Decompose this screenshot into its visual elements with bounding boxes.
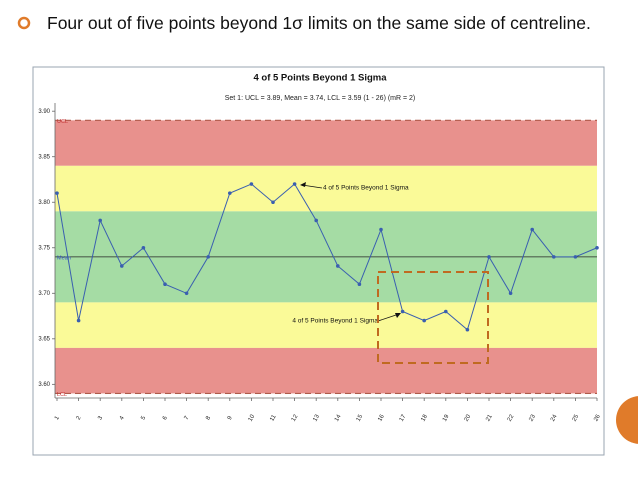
data-point — [314, 218, 319, 223]
bullet-text: Four out of five points beyond 1σ limits… — [47, 13, 591, 33]
data-point — [292, 182, 297, 186]
data-point — [55, 191, 59, 195]
data-point — [487, 255, 491, 259]
limit-label: LCL — [57, 392, 67, 398]
data-point — [98, 218, 102, 223]
data-point — [552, 255, 556, 259]
x-tick-label: 20 — [464, 413, 473, 422]
x-tick-label: 8 — [205, 415, 212, 421]
slide-decoration — [616, 396, 638, 444]
x-tick-label: 15 — [356, 413, 365, 422]
annotation: 4 of 5 Points Beyond 1 Sigma — [323, 185, 409, 192]
x-tick-label: 22 — [507, 413, 516, 422]
x-tick-label: 23 — [528, 413, 537, 422]
y-tick-label: 3.70 — [38, 291, 50, 297]
data-point — [163, 282, 167, 286]
x-tick-label: 5 — [140, 415, 147, 421]
x-tick-label: 4 — [119, 415, 126, 421]
limit-label: Mean — [57, 255, 71, 261]
data-point — [228, 191, 232, 195]
sigma-zone — [55, 120, 597, 166]
chart-title: 4 of 5 Points Beyond 1 Sigma — [253, 73, 387, 84]
data-point — [573, 255, 578, 259]
data-point — [422, 318, 427, 323]
annotation-arrow — [395, 313, 401, 318]
x-tick-label: 10 — [248, 413, 257, 422]
x-tick-label: 14 — [334, 413, 343, 422]
data-point — [595, 245, 599, 250]
annotation: 4 of 5 Points Beyond 1 Sigma — [292, 318, 378, 325]
chart-subtitle: Set 1: UCL = 3.89, Mean = 3.74, LCL = 3.… — [225, 95, 416, 102]
data-point — [249, 182, 254, 186]
x-tick-label: 2 — [76, 415, 83, 421]
x-tick-label: 25 — [572, 413, 581, 422]
data-point — [120, 264, 124, 268]
annotation-arrow — [300, 182, 306, 187]
sigma-zone — [55, 347, 597, 394]
x-tick-label: 24 — [550, 413, 559, 422]
y-tick-label: 3.75 — [38, 245, 50, 251]
x-tick-label: 13 — [312, 413, 321, 422]
data-point — [271, 200, 275, 205]
data-point — [508, 291, 513, 296]
series-line — [56, 183, 598, 331]
x-tick-label: 7 — [184, 415, 191, 421]
x-tick-label: 19 — [442, 413, 451, 422]
x-tick-label: 16 — [377, 413, 386, 422]
highlight-box — [377, 271, 489, 364]
y-tick-label: 3.80 — [38, 200, 50, 206]
x-tick-label: 12 — [291, 413, 300, 422]
data-point — [357, 282, 362, 286]
data-point — [141, 245, 146, 250]
y-tick-label: 3.65 — [38, 336, 50, 342]
annotation-arrow — [301, 184, 323, 189]
data-point — [336, 264, 340, 268]
limit-label: UCL — [57, 119, 68, 125]
annotation-arrow — [377, 313, 400, 322]
y-tick-label: 3.85 — [38, 154, 50, 160]
bullet-icon — [17, 16, 31, 30]
x-tick-label: 26 — [593, 413, 602, 422]
x-tick-label: 6 — [162, 415, 169, 421]
data-point — [76, 318, 81, 323]
data-point — [530, 227, 534, 232]
x-tick-label: 18 — [420, 413, 429, 422]
y-tick-label: 3.90 — [38, 109, 50, 115]
x-tick-label: 21 — [485, 413, 494, 422]
data-point — [184, 291, 189, 296]
x-tick-label: 9 — [227, 415, 234, 421]
sigma-zone — [55, 302, 597, 348]
sigma-zone — [55, 165, 597, 212]
data-point — [379, 227, 383, 232]
x-tick-label: 11 — [269, 414, 278, 423]
data-point — [444, 309, 448, 314]
x-tick-label: 17 — [399, 413, 408, 422]
data-point — [465, 327, 470, 332]
data-point — [206, 255, 210, 259]
x-tick-label: 3 — [97, 415, 104, 421]
data-point — [400, 309, 405, 314]
y-tick-label: 3.60 — [38, 382, 50, 388]
x-tick-label: 1 — [54, 415, 61, 421]
